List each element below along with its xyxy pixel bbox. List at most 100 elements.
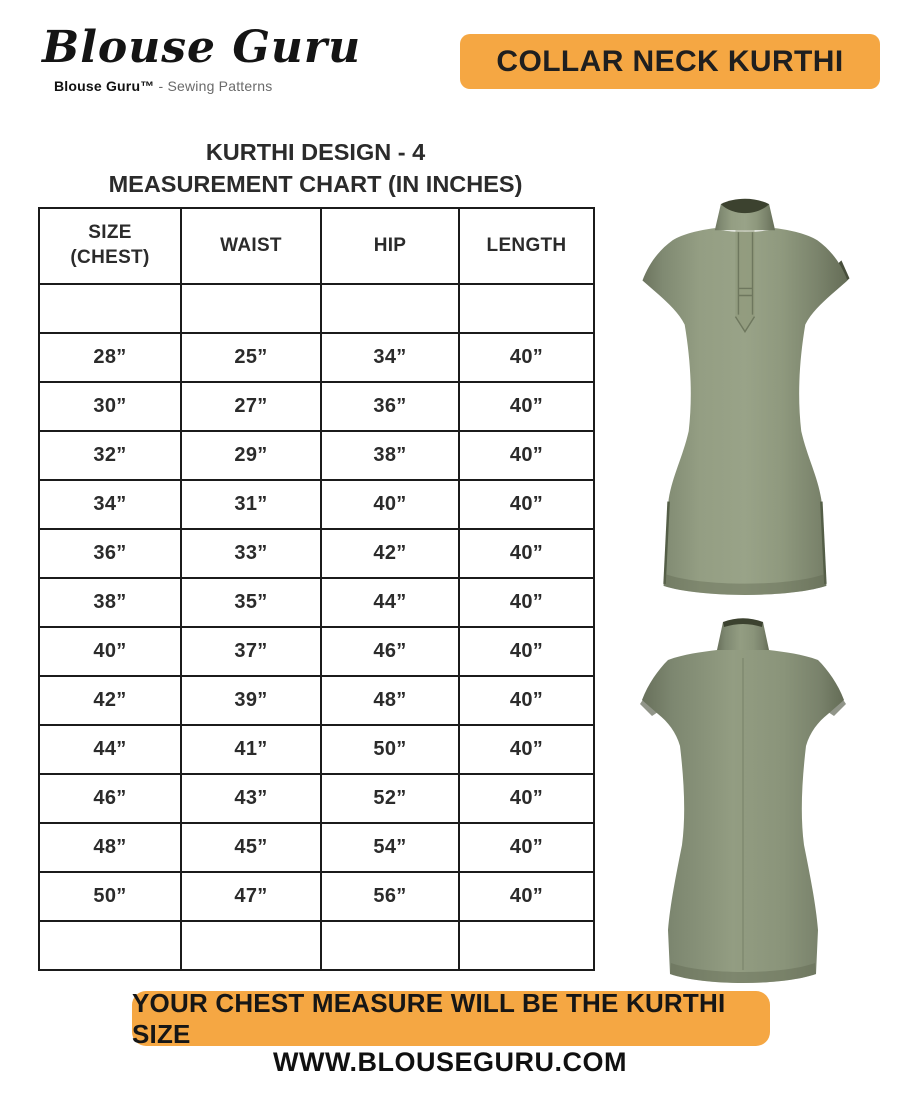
table-cell: 48” [38,822,182,873]
back-body-shape [642,647,844,983]
table-cell: 40” [458,381,595,432]
column-header-size: SIZE (CHEST) [38,207,182,285]
table-cell: 50” [320,724,460,775]
table-row: 38” 35” 44” 40” [38,577,595,628]
table-cell: 34” [38,479,182,530]
column-header-hip: HIP [320,207,460,285]
front-collar [714,204,776,231]
table-cell: 30” [38,381,182,432]
table-cell: 40” [458,822,595,873]
table-cell: 38” [38,577,182,628]
table-row: 40” 37” 46” 40” [38,626,595,677]
brand-tagline-name: Blouse Guru™ [54,78,155,95]
table-cell: 36” [320,381,460,432]
back-hem-shadow [670,963,816,983]
kurthi-front-image [642,198,850,595]
table-cell: 32” [38,430,182,481]
brand-logo: Blouse Guru Blouse Guru™ - Sewing Patter… [42,22,362,94]
back-right-sleeve-shadow [828,698,846,716]
table-row [38,283,595,334]
table-cell: 38” [320,430,460,481]
table-cell [180,920,322,971]
table-cell: 31” [180,479,322,530]
back-left-sleeve-shadow [640,698,658,716]
size-note-banner: YOUR CHEST MEASURE WILL BE THE KURTHI SI… [132,988,770,1049]
table-header-row: SIZE (CHEST) WAIST HIP LENGTH [38,207,595,285]
table-cell [180,283,322,334]
size-note-text: YOUR CHEST MEASURE WILL BE THE KURTHI SI… [132,987,726,1049]
table-cell: 45” [180,822,322,873]
table-cell: 42” [320,528,460,579]
back-collar [717,622,769,650]
website-url: WWW.BLOUSEGURU.COM [273,1047,627,1077]
front-right-slit [820,501,827,584]
table-cell: 42” [38,675,182,726]
table-cell [320,283,460,334]
front-body-shape [642,228,848,595]
back-collar-top-edge [723,618,763,627]
brand-logo-script: Blouse Guru [42,22,362,73]
table-cell: 40” [458,430,595,481]
table-cell: 48” [320,675,460,726]
brand-tagline: Blouse Guru™ - Sewing Patterns [42,78,361,94]
table-cell: 34” [320,332,460,383]
table-cell: 47” [180,871,322,922]
table-cell: 40” [458,577,595,628]
table-cell [38,283,182,334]
table-cell [458,920,595,971]
table-cell: 40” [458,332,595,383]
table-cell: 40” [320,479,460,530]
table-cell [38,920,182,971]
table-cell: 50” [38,871,182,922]
table-row: 34” 31” 40” 40” [38,479,595,530]
table-cell: 56” [320,871,460,922]
table-cell: 40” [458,724,595,775]
table-row: 44” 41” 50” 40” [38,724,595,775]
product-badge-label: COLLAR NECK KURTHI [496,44,844,78]
front-left-slit [663,501,670,584]
table-cell: 28” [38,332,182,383]
table-row [38,920,595,971]
table-row: 30” 27” 36” 40” [38,381,595,432]
table-cell: 40” [458,626,595,677]
table-row: 36” 33” 42” 40” [38,528,595,579]
table-cell: 29” [180,430,322,481]
kurthi-back-image [640,618,846,983]
table-cell: 40” [458,871,595,922]
table-cell: 40” [458,479,595,530]
table-cell: 40” [458,528,595,579]
table-cell: 41” [180,724,322,775]
table-row: 50” 47” 56” 40” [38,871,595,922]
table-cell: 39” [180,675,322,726]
brand-tagline-suffix: - Sewing Patterns [154,78,273,95]
table-cell: 33” [180,528,322,579]
table-row: 32” 29” 38” 40” [38,430,595,481]
table-row: 28” 25” 34” 40” [38,332,595,383]
table-row: 46” 43” 52” 40” [38,773,595,824]
table-cell: 36” [38,528,182,579]
table-cell: 54” [320,822,460,873]
table-cell: 35” [180,577,322,628]
size-table-body: 28” 25” 34” 40” 30” 27” 36” 40” 32” 29” 38” 40” 34” 3… [38,283,595,971]
table-cell: 44” [38,724,182,775]
table-cell: 40” [38,626,182,677]
table-cell: 37” [180,626,322,677]
table-cell: 40” [458,773,595,824]
table-cell [458,283,595,334]
chart-title-line2: MEASUREMENT CHART (IN INCHES) [108,171,523,198]
table-cell: 52” [320,773,460,824]
table-row: 48” 45” 54” 40” [38,822,595,873]
measurement-table: SIZE (CHEST) WAIST HIP LENGTH 28” 25” 34” 4… [38,207,595,971]
chart-title-line1: KURTHI DESIGN - 4 [205,139,426,165]
front-hem-shadow [663,573,827,595]
table-cell: 44” [320,577,460,628]
product-badge: COLLAR NECK KURTHI [460,34,880,89]
table-cell: 25” [180,332,322,383]
front-placket [734,230,756,334]
table-row: 42” 39” 48” 40” [38,675,595,726]
column-header-waist: WAIST [180,207,322,285]
table-cell: 46” [320,626,460,677]
front-collar-opening [720,198,770,214]
column-header-length: LENGTH [458,207,595,285]
